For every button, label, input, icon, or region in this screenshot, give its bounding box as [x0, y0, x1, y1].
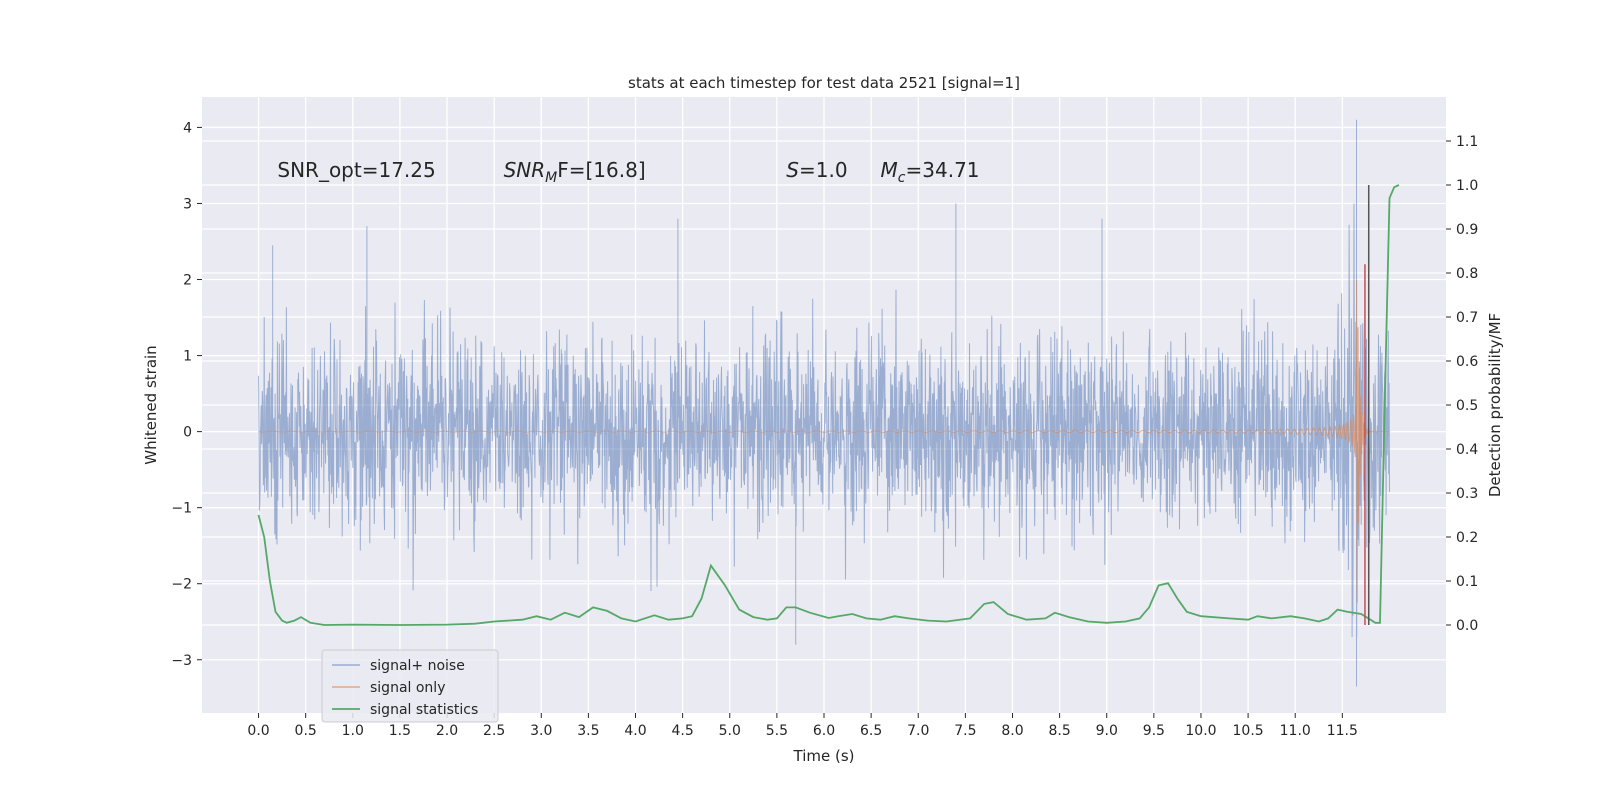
annotation: Mc=34.71: [881, 158, 980, 186]
legend: signal+ noise signal only signal statistic…: [321, 649, 499, 723]
x-tick-label: 4.5: [672, 723, 694, 739]
chart-title: stats at each timestep for test data 252…: [628, 74, 1020, 92]
signal-noise-line: [258, 119, 1390, 687]
x-tick-label: 1.5: [389, 723, 411, 739]
x-tick-label: 7.0: [907, 723, 929, 739]
x-tick-label: 3.0: [530, 723, 552, 739]
x-tick-label: 6.5: [860, 723, 882, 739]
annotations: SNR_opt=17.25 SNRMF=[16.8] S=1.0 Mc=34.71: [277, 158, 979, 186]
y-tick-label: −2: [171, 577, 192, 593]
x-tick-label: 3.5: [577, 723, 599, 739]
x-tick-label: 9.5: [1143, 723, 1165, 739]
x-tick-label: 7.5: [954, 723, 976, 739]
annotation: S=1.0: [786, 158, 847, 182]
x-tick-label: 9.0: [1096, 723, 1118, 739]
x-tick-label: 8.0: [1001, 723, 1023, 739]
legend-box: [321, 649, 499, 723]
y-axis-label: Whitened strain: [142, 345, 160, 464]
y-tick-label: 0: [183, 425, 192, 441]
signal-only-line: [258, 279, 1390, 603]
legend-label: signal statistics: [370, 702, 478, 718]
signal-noise-series: [258, 119, 1390, 687]
legend-label: signal only: [370, 680, 445, 696]
y-tick-label: −1: [171, 501, 192, 517]
y2-tick-label: 0.7: [1456, 310, 1478, 326]
y-tick-label: 3: [183, 196, 192, 212]
x-tick-label: 0.0: [247, 723, 269, 739]
x-tick-label: 11.0: [1280, 723, 1311, 739]
y2-tick-label: 1.0: [1456, 178, 1478, 194]
y-tick-label: 1: [183, 349, 192, 365]
x-tick-label: 4.0: [624, 723, 646, 739]
x-tick-label: 5.0: [719, 723, 741, 739]
x-tick-label: 2.0: [436, 723, 458, 739]
x-tick-label: 6.0: [813, 723, 835, 739]
y2-tick-label: 0.6: [1456, 354, 1478, 370]
vertical-markers: [1364, 185, 1370, 625]
y2-tick-label: 0.8: [1456, 266, 1478, 282]
y2-tick-label: 0.0: [1456, 618, 1478, 634]
y2-tick-label: 0.1: [1456, 574, 1478, 590]
x-tick-label: 0.5: [295, 723, 317, 739]
y-tick-label: 4: [183, 120, 192, 136]
y2-tick-label: 0.3: [1456, 486, 1478, 502]
y2-tick-label: 0.5: [1456, 398, 1478, 414]
signal-statistics-line: [257, 184, 1400, 626]
x-tick-label: 1.0: [342, 723, 364, 739]
signal-only-series: [258, 279, 1390, 603]
y2-axis-label: Detection probability/MF: [1486, 313, 1504, 497]
y2-tick-label: 0.9: [1456, 222, 1478, 238]
y2-tick-label: 1.1: [1456, 134, 1478, 150]
x-axis-label: Time (s): [793, 747, 855, 765]
ticks: 0.0 0.5 1.0 1.5 2.0 2.5 3.0 3.5 4.0 4.5 5.0 5.5 6.0 6…: [171, 120, 1478, 739]
x-tick-label: 5.5: [766, 723, 788, 739]
y2-tick-label: 0.2: [1456, 530, 1478, 546]
y2-tick-label: 0.4: [1456, 442, 1478, 458]
annotation: SNRMF=[16.8]: [504, 158, 646, 186]
x-tick-label: 10.0: [1185, 723, 1216, 739]
signal-statistics-series: [257, 184, 1400, 626]
x-tick-label: 2.5: [483, 723, 505, 739]
legend-label: signal+ noise: [370, 658, 465, 674]
x-tick-label: 8.5: [1048, 723, 1070, 739]
annotation: SNR_opt=17.25: [277, 158, 435, 182]
x-tick-label: 10.5: [1233, 723, 1264, 739]
y-tick-label: −3: [171, 653, 192, 669]
y-tick-label: 2: [183, 273, 192, 289]
x-tick-label: 11.5: [1327, 723, 1358, 739]
